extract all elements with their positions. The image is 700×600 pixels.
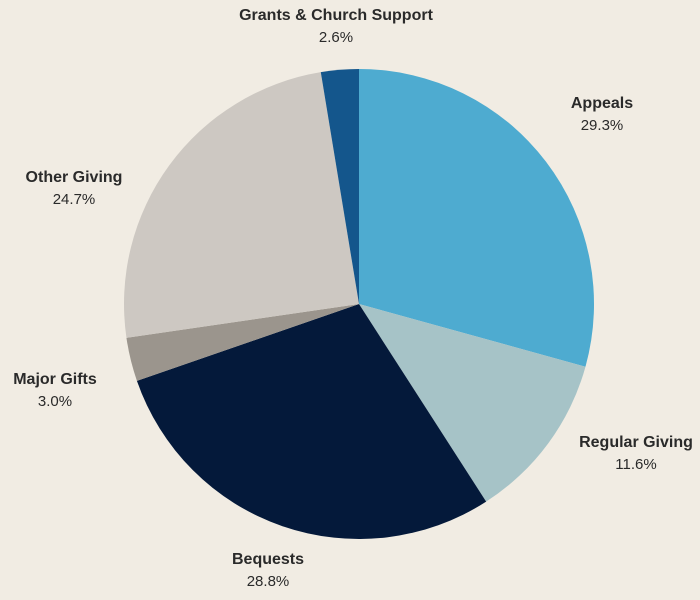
slice-label-other-giving: Other Giving 24.7% — [26, 169, 123, 208]
slice-percent-label: 3.0% — [38, 393, 72, 410]
slice-label-major-gifts: Major Gifts 3.0% — [13, 371, 97, 410]
slice-label-regular-giving: Regular Giving 11.6% — [579, 434, 693, 473]
slice-name-label: Major Gifts — [13, 371, 97, 388]
slice-percent-label: 24.7% — [53, 191, 96, 208]
slice-name-label: Appeals — [571, 95, 633, 112]
slice-percent-label: 11.6% — [615, 456, 656, 473]
slice-name-label: Other Giving — [26, 169, 123, 186]
slice-percent-label: 28.8% — [247, 573, 290, 590]
pie-slice-grants-and-church-support — [320, 69, 359, 304]
pie-slice-bequests — [136, 304, 487, 539]
pie-slice-regular-giving — [359, 304, 586, 502]
slice-label-grants-and-church-support: Grants & Church Support 2.6% — [239, 7, 433, 46]
slice-name-label: Bequests — [232, 551, 304, 568]
slice-name-label: Grants & Church Support — [239, 7, 433, 24]
pie-slice-major-gifts — [126, 304, 359, 381]
slice-label-bequests: Bequests 28.8% — [232, 551, 304, 590]
pie-slice-appeals — [359, 68, 595, 367]
slice-name-label: Regular Giving — [579, 434, 693, 451]
slice-percent-label: 2.6% — [319, 29, 353, 46]
slice-percent-label: 29.3% — [581, 117, 624, 134]
pie-slice-other-giving — [124, 72, 359, 338]
labels-layer: Appeals 29.3% Regular Giving 11.6% Bequests 2… — [13, 7, 693, 590]
slices-layer — [124, 68, 595, 539]
slice-label-appeals: Appeals 29.3% — [571, 95, 633, 134]
